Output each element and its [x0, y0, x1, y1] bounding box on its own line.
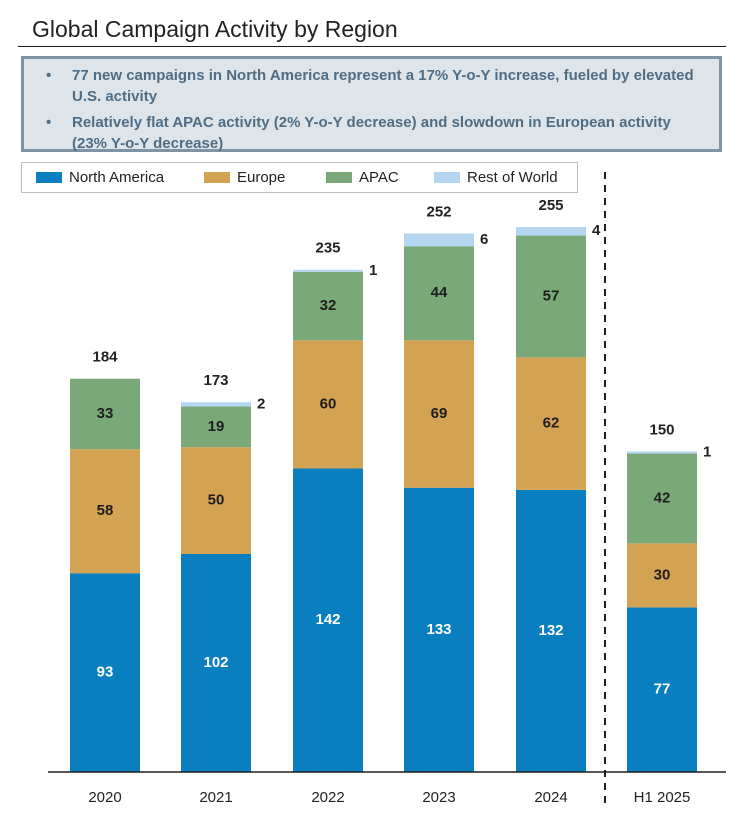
segment-value-label: 6 — [480, 231, 488, 248]
segment-value-label: 132 — [538, 622, 563, 639]
segment-value-label: 1 — [369, 262, 377, 279]
bar-segment — [70, 378, 140, 450]
x-tick-label: 2023 — [422, 789, 455, 806]
bar-segment — [516, 227, 586, 236]
bar-segment — [404, 233, 474, 247]
segment-value-label: 32 — [320, 297, 337, 314]
segment-value-label: 102 — [203, 654, 228, 671]
bar-total-label: 184 — [92, 349, 118, 366]
legend-item-europe: Europe — [204, 163, 285, 192]
segment-value-label: 142 — [315, 611, 340, 628]
callout-bullet: • 77 new campaigns in North America repr… — [46, 65, 705, 107]
legend-label: Europe — [237, 169, 286, 186]
legend-item-apac: APAC — [326, 163, 399, 192]
segment-value-label: 62 — [543, 415, 560, 432]
bar-segment — [404, 340, 474, 488]
legend-item-north-america: North America — [36, 163, 164, 192]
bar-segment — [181, 447, 251, 554]
chart-legend: North America Europe APAC Rest of World — [21, 162, 578, 193]
segment-value-label: 69 — [431, 405, 448, 422]
title-divider — [18, 46, 726, 47]
segment-value-label: 44 — [431, 284, 448, 301]
legend-swatch — [36, 172, 62, 183]
bar-total-label: 255 — [538, 197, 563, 214]
x-tick-label: 2024 — [534, 789, 567, 806]
segment-value-label: 77 — [654, 681, 671, 698]
legend-label: Rest of World — [467, 169, 558, 186]
bar-segment — [627, 453, 697, 544]
chart-title: Global Campaign Activity by Region — [32, 16, 398, 42]
bar-segment — [293, 271, 363, 341]
bar-segment — [293, 269, 363, 272]
legend-swatch — [326, 172, 352, 183]
bar-total-label: 235 — [315, 240, 340, 257]
callout-bullet-text: Relatively flat APAC activity (2% Y-o-Y … — [72, 114, 671, 152]
bar-segment — [293, 340, 363, 469]
bar-segment — [516, 357, 586, 490]
segment-value-label: 42 — [654, 489, 671, 506]
bar-segment — [181, 406, 251, 448]
segment-value-label: 1 — [703, 443, 711, 460]
callout-bullet-text: 77 new campaigns in North America repres… — [72, 67, 694, 105]
x-tick-label: H1 2025 — [634, 789, 691, 806]
legend-swatch — [204, 172, 230, 183]
legend-label: North America — [69, 169, 165, 186]
segment-value-label: 30 — [654, 566, 671, 583]
bar-segment — [181, 554, 251, 772]
segment-value-label: 2 — [257, 395, 265, 412]
x-tick-label: 2020 — [88, 789, 121, 806]
segment-value-label: 58 — [97, 502, 114, 519]
bar-segment — [627, 607, 697, 772]
bar-segment — [627, 451, 697, 454]
segment-value-label: 19 — [208, 418, 225, 435]
segment-value-label: 50 — [208, 492, 225, 509]
bar-segment — [293, 468, 363, 772]
segment-value-label: 60 — [320, 395, 337, 412]
x-tick-label: 2022 — [311, 789, 344, 806]
bar-segment — [70, 449, 140, 574]
bar-total-label: 252 — [426, 203, 451, 220]
bar-segment — [70, 573, 140, 772]
segment-value-label: 57 — [543, 287, 560, 304]
bar-segment — [516, 235, 586, 358]
segment-value-label: 4 — [592, 222, 601, 239]
bar-segment — [627, 543, 697, 608]
bar-segment — [516, 489, 586, 772]
callout-bullet: • Relatively flat APAC activity (2% Y-o-… — [46, 112, 705, 154]
bullet-icon: • — [46, 114, 52, 131]
bar-total-label: 173 — [203, 372, 228, 389]
legend-swatch — [434, 172, 460, 183]
segment-value-label: 33 — [97, 405, 114, 422]
legend-label: APAC — [359, 169, 399, 186]
segment-value-label: 133 — [426, 621, 451, 638]
bar-total-label: 150 — [649, 421, 674, 438]
bar-segment — [404, 487, 474, 772]
bar-segment — [181, 402, 251, 407]
segment-value-label: 93 — [97, 664, 114, 681]
legend-item-rest-of-world: Rest of World — [434, 163, 558, 192]
x-tick-label: 2021 — [199, 789, 232, 806]
bar-segment — [404, 246, 474, 341]
summary-callout: • 77 new campaigns in North America repr… — [21, 56, 722, 152]
bullet-icon: • — [46, 67, 52, 84]
